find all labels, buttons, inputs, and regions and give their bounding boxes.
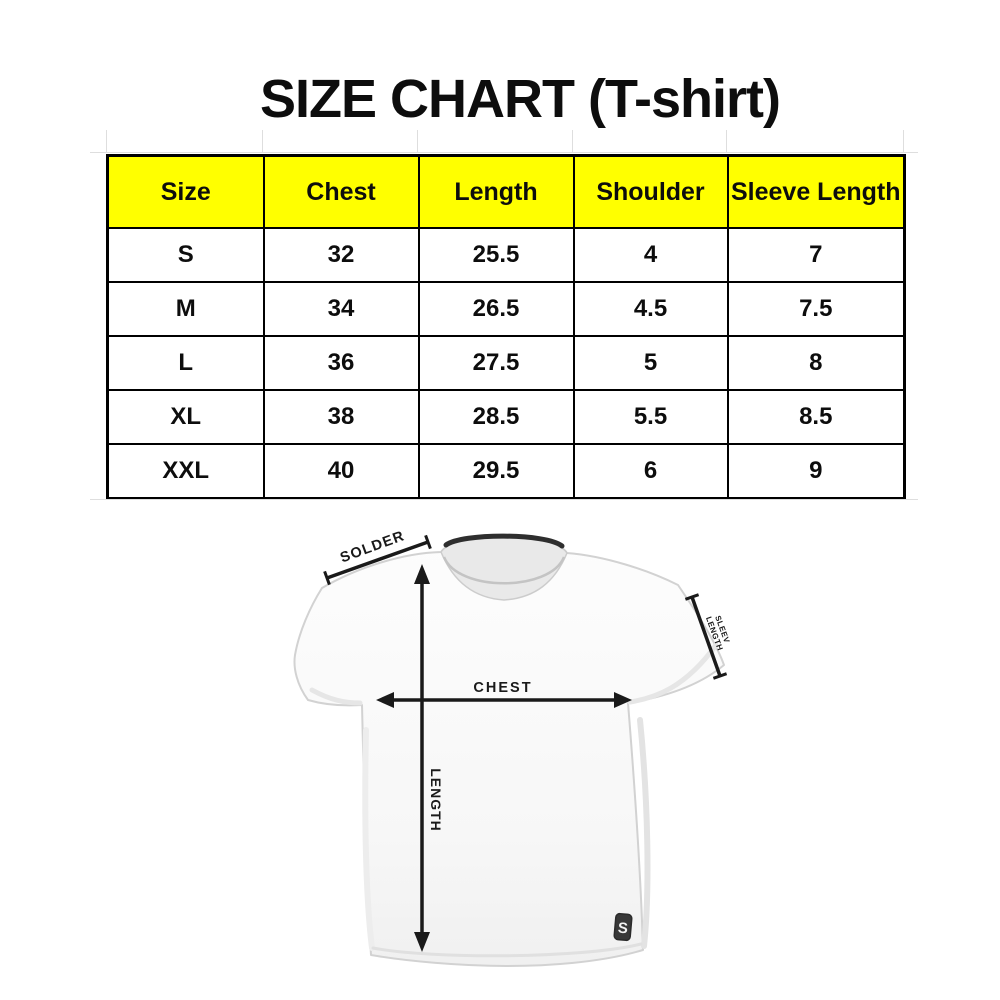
length-label: LENGTH xyxy=(428,768,444,832)
table-row: XXL 40 29.5 6 9 xyxy=(106,443,906,500)
shoulder-cell: 4 xyxy=(572,227,729,283)
sleeve-measure-line xyxy=(690,596,722,677)
header-length: Length xyxy=(417,154,575,229)
collar-rib-line xyxy=(442,556,566,585)
shirt-shading xyxy=(309,642,719,958)
collar-opening xyxy=(440,535,568,601)
sleeve-length-cell: 9 xyxy=(726,443,906,500)
header-shoulder: Shoulder xyxy=(572,154,729,229)
tshirt-body xyxy=(293,535,725,967)
shoulder-cell: 5.5 xyxy=(572,389,729,445)
shoulder-cell: 5 xyxy=(572,335,729,391)
table-row: L 36 27.5 5 8 xyxy=(106,335,906,391)
size-chart-table: Size Chest Length Shoulder Sleeve Length… xyxy=(106,154,906,500)
sleeve-length-cell: 8.5 xyxy=(726,389,906,445)
chest-cell: 36 xyxy=(262,335,420,391)
chest-cell: 32 xyxy=(262,227,420,283)
chest-cell: 38 xyxy=(262,389,420,445)
size-cell: S xyxy=(106,227,265,283)
sleeve-length-cell: 7 xyxy=(726,227,906,283)
sleeve-label-line1: SLEEV xyxy=(713,614,731,644)
chest-label: CHEST xyxy=(473,680,532,696)
length-cell: 29.5 xyxy=(417,443,575,500)
sleeve-length-cell: 7.5 xyxy=(726,281,906,337)
sleeve-length-cell: 8 xyxy=(726,335,906,391)
table-header-row: Size Chest Length Shoulder Sleeve Length xyxy=(106,154,906,229)
measurement-annotations xyxy=(323,534,728,952)
sleeve-length-label: SLEEV LENGTH xyxy=(704,612,733,652)
shoulder-cell: 4.5 xyxy=(572,281,729,337)
shoulder-measure-line xyxy=(326,540,429,580)
brand-tag: S xyxy=(613,912,633,942)
size-cell: L xyxy=(106,335,265,391)
length-cell: 26.5 xyxy=(417,281,575,337)
table-row: S 32 25.5 4 7 xyxy=(106,227,906,283)
length-cell: 27.5 xyxy=(417,335,575,391)
shoulder-label: SOLDER xyxy=(338,528,407,566)
shoulder-cell: 6 xyxy=(572,443,729,500)
collar-back-line xyxy=(443,533,565,549)
size-cell: XXL xyxy=(106,443,265,500)
chest-cell: 40 xyxy=(262,443,420,500)
chest-cell: 34 xyxy=(262,281,420,337)
header-chest: Chest xyxy=(262,154,420,229)
page-title: SIZE CHART (T-shirt) xyxy=(260,69,781,129)
size-cell: M xyxy=(106,281,265,337)
size-cell: XL xyxy=(106,389,265,445)
header-size: Size xyxy=(106,154,265,229)
sleeve-label-line2: LENGTH xyxy=(704,615,725,652)
length-cell: 25.5 xyxy=(417,227,575,283)
brand-tag-letter: S xyxy=(617,920,628,938)
header-sleeve-length: Sleeve Length xyxy=(726,154,906,229)
length-cell: 28.5 xyxy=(417,389,575,445)
table-row: M 34 26.5 4.5 7.5 xyxy=(106,281,906,337)
table-row: XL 38 28.5 5.5 8.5 xyxy=(106,389,906,445)
